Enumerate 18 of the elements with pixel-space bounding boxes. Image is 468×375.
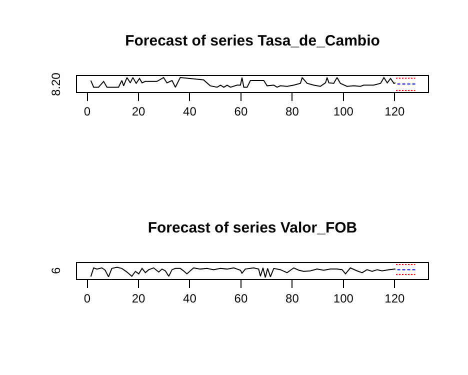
x-tick-label: 100 xyxy=(333,104,354,118)
text: 6 xyxy=(49,267,63,274)
x-tick-label: 120 xyxy=(384,291,406,306)
x-tick-label: 0 xyxy=(84,291,91,306)
x-tick-label: 60 xyxy=(234,291,248,306)
x-tick-label: 20 xyxy=(132,291,146,306)
x-tick-label: 0 xyxy=(84,104,91,118)
x-tick-label: 20 xyxy=(132,104,146,118)
x-tick-label: 80 xyxy=(286,291,300,306)
x-tick-label: 40 xyxy=(183,104,197,118)
chart-title: Forecast of series Tasa_de_Cambio xyxy=(125,32,380,50)
x-tick-label: 80 xyxy=(286,104,300,118)
text: 8.20 xyxy=(49,72,63,96)
x-tick-label: 40 xyxy=(183,291,197,306)
x-tick-label: 100 xyxy=(333,291,354,306)
x-tick-label: 60 xyxy=(234,104,248,118)
x-tick-label: 120 xyxy=(384,104,406,118)
chart-title: Forecast of series Valor_FOB xyxy=(148,219,358,236)
